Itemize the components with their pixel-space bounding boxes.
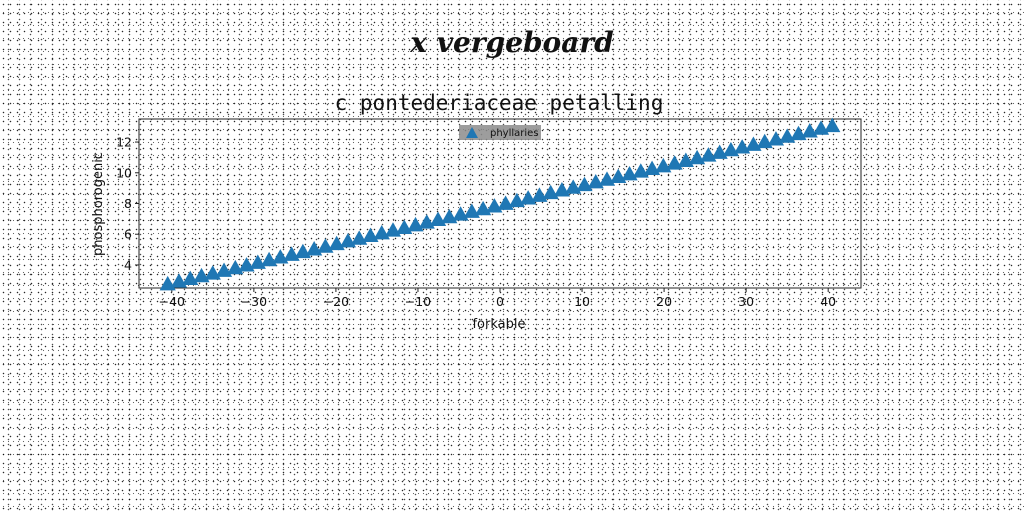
x-tick-label: 20: [656, 294, 672, 309]
y-tick-label: 4: [124, 257, 132, 272]
data-point: [565, 179, 582, 194]
legend-marker-icon: [466, 127, 478, 138]
data-point: [598, 171, 616, 186]
data-point: [193, 267, 210, 283]
data-point: [407, 216, 424, 232]
y-tick-label: 12: [116, 135, 132, 150]
data-point: [373, 224, 390, 240]
data-point: [452, 206, 469, 221]
data-point: [711, 144, 728, 159]
x-tick-label: −40: [159, 294, 185, 309]
data-point: [283, 246, 300, 261]
data-point: [587, 174, 604, 189]
data-point: [655, 157, 672, 173]
data-point: [824, 117, 841, 133]
data-point: [418, 214, 435, 229]
figure-suptitle: x vergeboard: [410, 26, 614, 59]
data-point: [632, 163, 649, 178]
data-point: [362, 227, 379, 243]
data-point: [553, 182, 571, 197]
data-point: [384, 222, 402, 237]
data-point: [700, 147, 717, 162]
data-point: [182, 270, 199, 285]
data-point: [339, 233, 357, 248]
data-point: [801, 123, 818, 138]
data-point: [306, 241, 323, 256]
x-tick-label: 10: [574, 294, 590, 309]
y-axis-label: phosphorogenic: [91, 152, 106, 256]
data-point: [520, 190, 537, 205]
data-point: [351, 230, 368, 245]
data-point: [170, 273, 188, 288]
x-tick-label: 0: [496, 294, 504, 309]
data-point: [317, 238, 334, 253]
x-tick-label: −10: [405, 294, 431, 309]
legend: phyllaries: [459, 125, 541, 140]
legend-box: [459, 125, 541, 140]
data-point: [486, 198, 503, 213]
data-point: [779, 128, 796, 143]
data-point: [227, 259, 244, 275]
data-point: [497, 195, 514, 210]
data-points: [159, 117, 841, 291]
data-point: [204, 265, 221, 280]
data-point: [475, 200, 492, 216]
data-point: [621, 165, 638, 181]
data-point: [812, 120, 830, 135]
data-point: [294, 243, 311, 259]
data-point: [689, 149, 706, 165]
data-point: [734, 139, 751, 154]
y-tick-label: 10: [116, 165, 132, 180]
data-point: [790, 125, 807, 141]
data-point: [767, 131, 785, 146]
chart-title: c pontederiaceae petalling: [335, 91, 664, 115]
data-point: [643, 160, 661, 175]
data-point: [238, 257, 255, 272]
data-point: [215, 262, 233, 277]
axis-ticks: −40 −30 −20 −10 0 10 20 30 40 4 6 8 10 12: [116, 135, 836, 309]
data-point: [396, 219, 413, 235]
y-tick-label: 8: [124, 196, 132, 211]
data-point: [249, 254, 266, 269]
x-axis-label: forkable: [472, 317, 525, 332]
data-point: [576, 176, 593, 192]
data-point: [328, 235, 345, 251]
x-tick-label: −20: [323, 294, 349, 309]
y-tick-label: 6: [124, 227, 132, 242]
legend-label: phyllaries: [490, 128, 539, 139]
data-point: [272, 249, 289, 264]
data-point: [745, 136, 762, 151]
data-point: [542, 184, 559, 200]
data-point: [441, 208, 458, 224]
data-point: [610, 168, 627, 184]
data-point: [722, 141, 740, 157]
x-tick-label: 40: [820, 294, 836, 309]
data-point: [159, 275, 176, 291]
x-tick-label: −30: [241, 294, 267, 309]
data-point: [260, 251, 278, 267]
x-tick-label: 30: [738, 294, 754, 309]
data-point: [508, 192, 525, 208]
data-point: [463, 203, 480, 218]
data-point: [531, 187, 548, 202]
data-point: [756, 133, 773, 149]
data-point: [666, 155, 683, 170]
data-point: [429, 211, 447, 226]
data-point: [677, 152, 694, 167]
